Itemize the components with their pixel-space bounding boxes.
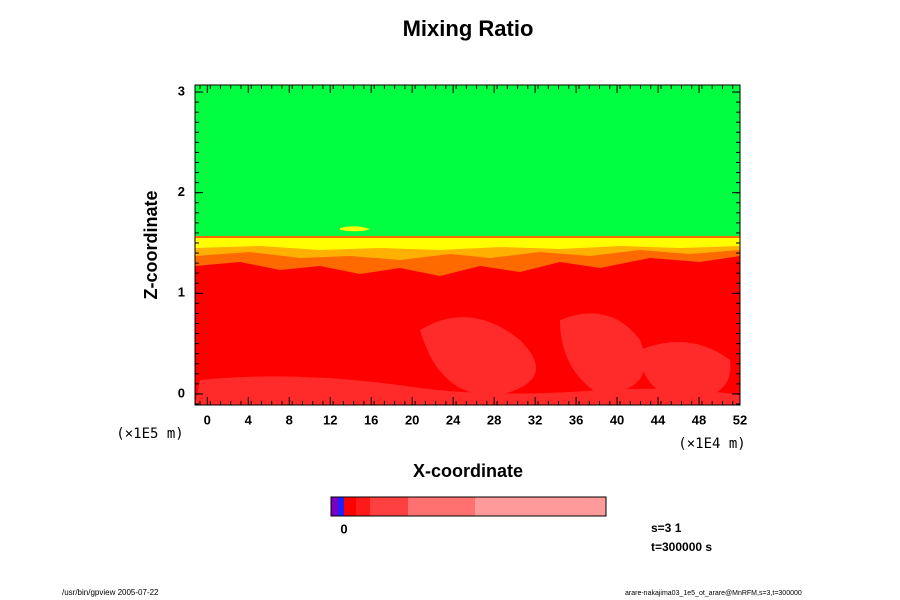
colorbar-segment	[344, 497, 356, 516]
x-tick-label: 28	[487, 412, 501, 427]
note: s=3 1	[651, 521, 682, 535]
footer-left: /usr/bin/gpview 2005-07-22	[62, 588, 159, 597]
y-tick-label: 2	[178, 184, 185, 199]
x-tick-label: 48	[692, 412, 706, 427]
colorbar-segment	[356, 497, 370, 516]
contour-field	[195, 85, 740, 405]
x-tick-label: 8	[286, 412, 293, 427]
colorbar-segment	[338, 497, 344, 516]
colorbar: 0	[330, 496, 607, 536]
x-tick-label: 44	[651, 412, 666, 427]
x-tick-label: 32	[528, 412, 542, 427]
colorbar-segment	[370, 497, 408, 516]
x-tick-label: 12	[323, 412, 337, 427]
x-tick-label: 40	[610, 412, 624, 427]
y-tick-label: 0	[178, 385, 185, 400]
plot-frame	[194, 84, 741, 406]
x-tick-label: 20	[405, 412, 419, 427]
x-axis-label: X-coordinate	[413, 461, 523, 481]
x-tick-label: 16	[364, 412, 378, 427]
colorbar-tick-label: 0	[340, 521, 347, 536]
x-tick-label: 24	[446, 412, 461, 427]
x-tick-label: 0	[204, 412, 211, 427]
y-axis-label: Z-coordinate	[141, 190, 161, 299]
x-tick-label: 36	[569, 412, 583, 427]
y-tick-label: 1	[178, 285, 185, 300]
note: t=300000 s	[651, 540, 712, 554]
x-tick-label: 4	[245, 412, 253, 427]
footer-right: arare-nakajima03_1e5_ot_arare@MnRFM,s=3,…	[625, 590, 802, 597]
colorbar-segment	[331, 497, 338, 516]
y-unit: (×1E5 m)	[116, 426, 183, 442]
x-tick-label: 52	[733, 412, 747, 427]
chart-title: Mixing Ratio	[403, 16, 534, 41]
y-tick-label: 3	[178, 83, 185, 98]
x-unit: (×1E4 m)	[678, 436, 745, 452]
colorbar-frame	[330, 496, 607, 517]
colorbar-segment	[408, 497, 475, 516]
colorbar-segment	[475, 497, 606, 516]
